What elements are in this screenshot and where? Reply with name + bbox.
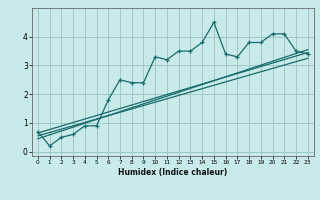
X-axis label: Humidex (Indice chaleur): Humidex (Indice chaleur) [118,168,228,177]
